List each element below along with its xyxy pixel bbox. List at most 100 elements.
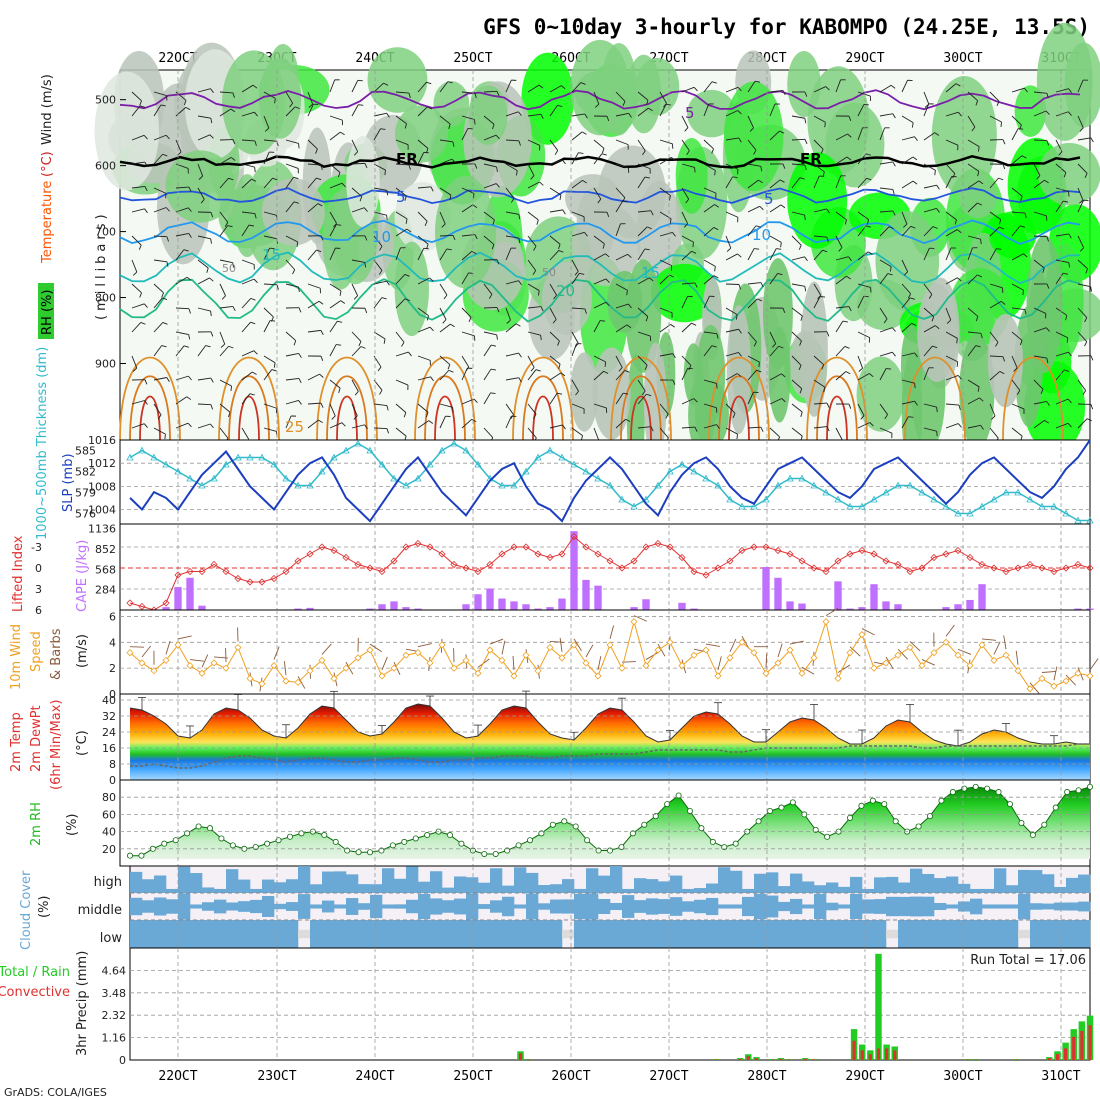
wind-barb	[439, 323, 451, 333]
wind-marker	[210, 659, 218, 667]
wind-barb-flag	[1013, 367, 1018, 372]
wind-barb-flag	[209, 277, 214, 282]
wind-barb-flag	[254, 140, 257, 146]
thickness-marker	[258, 453, 266, 461]
wind-barb	[395, 379, 409, 386]
slp-tick: 1008	[88, 480, 116, 493]
wind-barb-flag	[936, 184, 940, 190]
cloud-cell	[730, 920, 743, 948]
wind-barb-flag	[165, 134, 170, 140]
surface-barb	[633, 615, 648, 622]
warm-contour	[129, 375, 171, 441]
wind-barb-flag	[562, 209, 566, 215]
thickness-marker	[1002, 488, 1010, 496]
wind-marker	[306, 667, 314, 675]
li-marker	[294, 557, 302, 565]
cloud-cell	[406, 920, 419, 948]
rh-blob-low	[688, 378, 715, 453]
wind-barb	[923, 325, 936, 333]
wind-barb	[373, 280, 387, 285]
rh-marker	[938, 797, 945, 804]
thickness-marker	[774, 481, 782, 489]
thickness-marker	[474, 460, 482, 468]
wind-barb-flag	[605, 253, 610, 258]
wind-barb-flag	[429, 277, 434, 282]
wind-barb-flag	[449, 194, 452, 201]
wind-barb-flag	[726, 247, 732, 252]
wind-barb	[1055, 200, 1064, 213]
wind-barb-flag	[755, 225, 761, 228]
thickness-marker	[726, 495, 734, 503]
li-marker	[258, 578, 266, 586]
wind-barb	[395, 274, 406, 285]
wind-barb-flag	[860, 415, 865, 420]
li-marker	[210, 560, 218, 569]
precip-tick: 4.64	[102, 964, 127, 977]
wind-barb	[263, 211, 277, 216]
cloud-cell	[382, 904, 395, 909]
wind-barb	[1055, 259, 1069, 263]
cloud-cell	[982, 904, 995, 909]
wind-barb	[945, 176, 953, 189]
wind-barb-flag	[975, 345, 981, 348]
bottom-date-label: 23OCT	[257, 1069, 296, 1084]
wind-barb	[219, 259, 233, 264]
wind-tick: 6	[109, 610, 116, 623]
wind-barb	[703, 227, 715, 237]
wind-barb	[791, 115, 805, 119]
wind-barb	[769, 90, 783, 93]
li-marker	[690, 567, 698, 576]
rh-marker	[595, 847, 602, 854]
cloud-cell	[1018, 869, 1031, 893]
wind-barb-flag	[668, 195, 671, 201]
wind-barb	[901, 115, 914, 124]
wind-barb	[241, 259, 255, 265]
wind-barb-flag	[670, 157, 676, 161]
wind-barb	[1033, 91, 1047, 94]
cape-bar	[306, 607, 314, 610]
li-marker	[522, 543, 530, 551]
wind-barb	[571, 379, 579, 392]
wind-barb-flag	[408, 164, 411, 170]
warm-contour	[1002, 356, 1064, 441]
wind-barb	[1011, 211, 1025, 214]
wind-barb	[571, 427, 583, 436]
wind-barb-flag	[579, 272, 585, 275]
precip-conv-bar	[527, 1059, 531, 1060]
wind-barb-flag	[1068, 351, 1072, 357]
wind-barb-flag	[628, 113, 632, 118]
wind-barb-flag	[496, 91, 500, 97]
wind-barb	[813, 208, 827, 213]
wind-barb-flag	[428, 420, 434, 424]
cloud-cell	[394, 920, 407, 948]
wind-barb	[681, 426, 696, 429]
li-marker	[714, 564, 722, 572]
wind-marker	[390, 664, 398, 672]
rh-tick: 80	[102, 791, 116, 804]
cloud-cell	[838, 886, 851, 893]
rh-marker	[458, 840, 465, 847]
thickness-marker	[582, 467, 590, 475]
wind-barb-flag	[1016, 390, 1021, 395]
wind-barb-flag	[198, 175, 203, 180]
wind-barb-flag	[909, 297, 915, 300]
wind-barb-flag	[826, 331, 830, 337]
cloud-cell	[586, 893, 599, 920]
wind-barb-flag	[737, 253, 742, 258]
contour-label: 10	[752, 226, 771, 244]
wind-barb	[373, 331, 386, 340]
cloud-cell	[634, 920, 647, 948]
cloud-cell	[1006, 885, 1019, 893]
cloud-cell	[310, 884, 323, 893]
cloud-cell	[418, 920, 431, 948]
cloud-cell	[286, 879, 299, 893]
wind-barb	[549, 307, 557, 320]
wind-barb-flag	[863, 103, 869, 106]
wind-barb	[131, 105, 141, 117]
wind-barb-flag	[495, 134, 500, 140]
cloud-cell	[910, 920, 923, 948]
wind-barb-flag	[975, 100, 979, 106]
wind-barb	[483, 90, 498, 93]
top-date-label: 29OCT	[845, 51, 884, 66]
wind-barb	[219, 331, 226, 345]
